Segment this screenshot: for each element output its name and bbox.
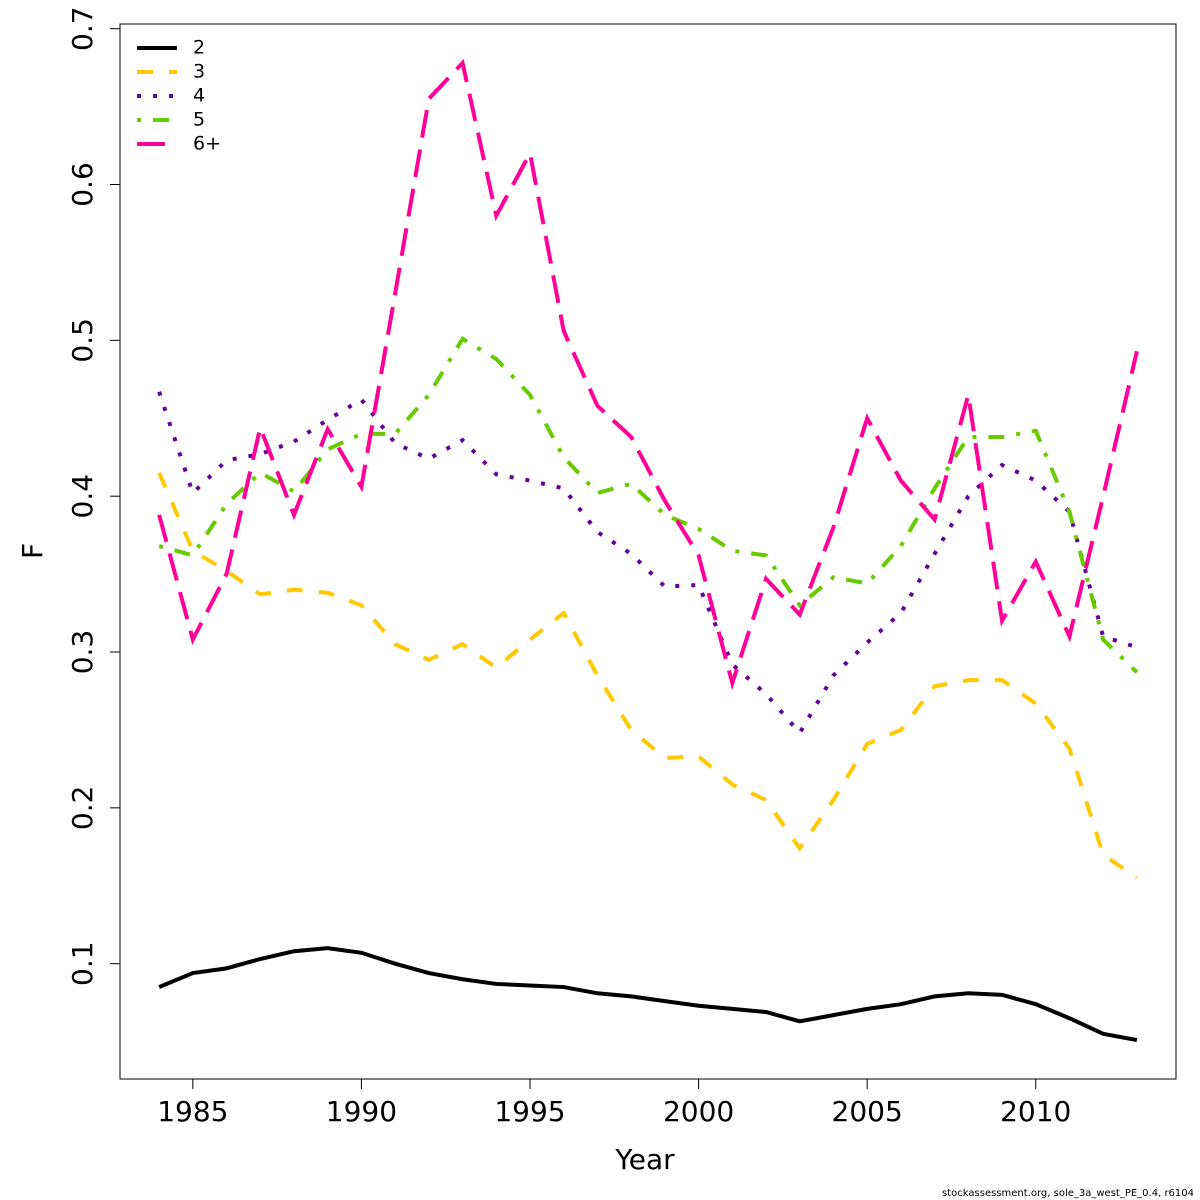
legend-label: 3	[193, 61, 205, 83]
x-tick-label: 1985	[157, 1095, 228, 1128]
data-line	[157, 391, 1138, 737]
y-axis-label: F	[16, 543, 49, 559]
legend-label: 2	[193, 37, 205, 59]
y-tick-label: 0.6	[66, 162, 99, 207]
x-tick-label: 2010	[1000, 1095, 1071, 1128]
x-axis-label: Year	[614, 1143, 675, 1176]
y-tick-label: 0.4	[66, 474, 99, 519]
plot-box	[119, 23, 1177, 1080]
x-tick-label: 1990	[326, 1095, 397, 1128]
y-tick-label: 0.3	[66, 630, 99, 675]
x-tick-label: 2005	[832, 1095, 903, 1128]
y-tick-label: 0.2	[66, 786, 99, 831]
data-line	[157, 58, 1139, 691]
x-tick-label: 2000	[663, 1095, 734, 1128]
footnote: stockassessment.org, sole_3a_west_PE_0.4…	[942, 1188, 1194, 1199]
data-line	[157, 472, 1139, 880]
legend-label: 5	[193, 109, 205, 131]
y-tick-label: 0.5	[66, 318, 99, 363]
data-line	[158, 336, 1139, 674]
x-tick-label: 1995	[494, 1095, 565, 1128]
legend-label: 6+	[193, 133, 221, 155]
y-tick-label: 0.7	[66, 6, 99, 51]
legend-label: 4	[193, 85, 205, 107]
data-line	[158, 946, 1138, 1043]
y-tick-label: 0.1	[66, 941, 99, 986]
